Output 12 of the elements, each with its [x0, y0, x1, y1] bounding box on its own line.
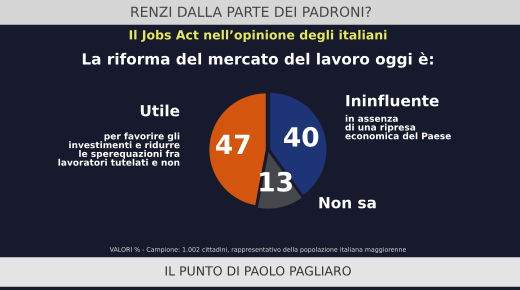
chart-subtitle: Il Jobs Act nell’opinione degli italiani — [130, 30, 386, 42]
slice-label: Non sa — [319, 197, 376, 208]
data-label: 40 — [284, 126, 318, 147]
text: IL PUNTO DI PAOLO PAGLIARO — [166, 266, 351, 276]
chart-title: RENZI DALLA PARTE DEI PADRONI? — [131, 6, 371, 18]
text: per favorire gli investimenti e ridurre le sperequazioni fra lavoratori tutelati e non — [58, 132, 180, 166]
slice-label: Ininfluente — [346, 94, 439, 106]
slice-label: Utile — [140, 104, 180, 116]
text: in assenza di una ripresa economica del Paese — [345, 114, 451, 140]
text: La riforma del mercato del lavoro oggi è: — [82, 52, 433, 68]
data-label: 47 — [216, 134, 250, 154]
data-label: 13 — [260, 172, 292, 192]
